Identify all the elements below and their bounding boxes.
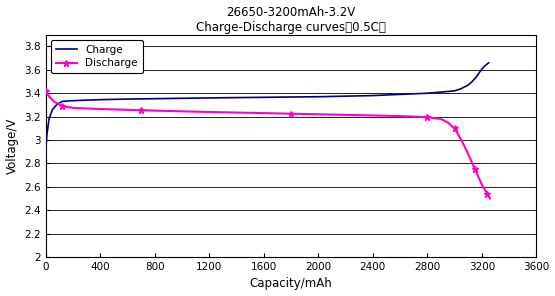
Charge [315, 95, 321, 99]
Charge [46, 117, 52, 121]
Discharge [472, 168, 478, 171]
Charge [260, 96, 267, 99]
Charge [53, 103, 60, 107]
Charge [370, 94, 376, 97]
Discharge [465, 152, 472, 156]
Line: Charge: Charge [46, 63, 488, 152]
Discharge [42, 89, 49, 93]
X-axis label: Capacity/mAh: Capacity/mAh [250, 277, 332, 290]
Charge [124, 97, 131, 101]
Charge [42, 150, 49, 154]
Discharge [138, 108, 144, 112]
Y-axis label: Voltage/V: Voltage/V [6, 118, 18, 174]
Charge [97, 98, 103, 102]
Discharge [437, 117, 444, 121]
Discharge [287, 112, 294, 115]
Title: 26650-3200mAh-3.2V
Charge-Discharge curves（0.5C）: 26650-3200mAh-3.2V Charge-Discharge curv… [196, 6, 386, 33]
Discharge [69, 106, 76, 110]
Discharge [45, 94, 52, 97]
Charge [465, 83, 472, 87]
Discharge [424, 115, 431, 119]
Discharge [397, 114, 403, 118]
Charge [482, 63, 489, 67]
Charge [469, 80, 476, 83]
Discharge [484, 192, 491, 196]
Charge [80, 99, 87, 102]
Charge [49, 108, 56, 111]
Discharge [458, 138, 465, 142]
Charge [473, 75, 480, 79]
Charge [480, 66, 487, 69]
Discharge [478, 183, 485, 186]
Discharge [51, 100, 57, 103]
Line: Discharge: Discharge [42, 87, 493, 202]
Charge [206, 96, 213, 100]
Legend: Charge, Discharge: Charge, Discharge [51, 40, 143, 73]
Charge [424, 91, 431, 95]
Discharge [233, 111, 240, 114]
Discharge [342, 113, 349, 117]
Charge [59, 100, 65, 103]
Charge [451, 89, 458, 93]
Discharge [481, 187, 488, 191]
Discharge [59, 104, 65, 108]
Discharge [179, 110, 185, 113]
Discharge [445, 121, 451, 124]
Discharge [451, 127, 458, 130]
Charge [485, 61, 492, 65]
Charge [67, 99, 73, 103]
Discharge [97, 107, 103, 111]
Charge [458, 87, 465, 90]
Charge [477, 69, 484, 73]
Charge [165, 97, 171, 100]
Charge [44, 132, 51, 136]
Discharge [487, 197, 493, 200]
